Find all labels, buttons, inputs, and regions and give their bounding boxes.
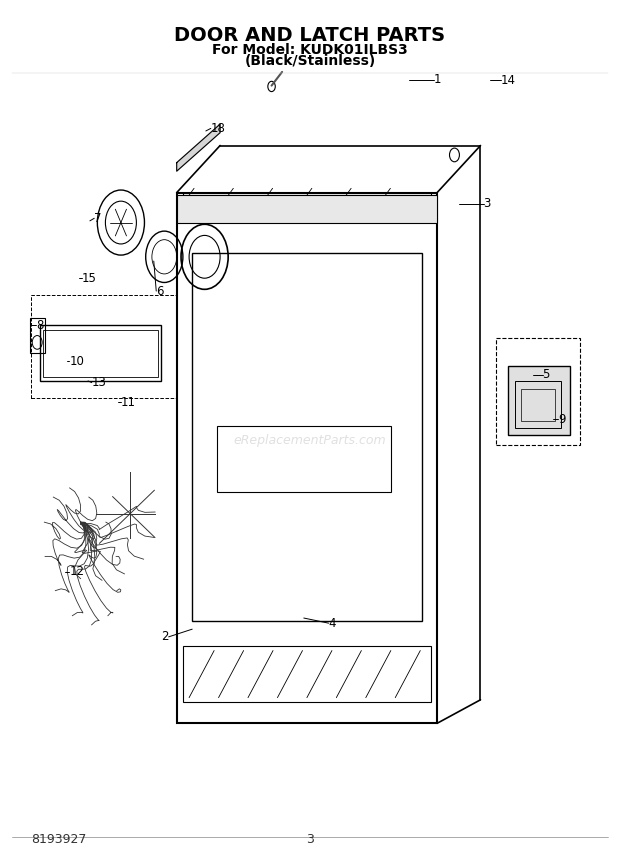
Text: 3: 3 <box>484 197 491 211</box>
Text: (Black/Stainless): (Black/Stainless) <box>244 54 376 68</box>
Bar <box>496 338 580 445</box>
Text: 2: 2 <box>161 630 169 644</box>
Text: DOOR AND LATCH PARTS: DOOR AND LATCH PARTS <box>174 27 446 45</box>
Bar <box>521 389 555 421</box>
Text: 12: 12 <box>69 565 84 579</box>
Text: 4: 4 <box>329 616 336 630</box>
Text: 6: 6 <box>156 284 164 298</box>
Bar <box>192 253 422 621</box>
Text: 7: 7 <box>94 211 102 225</box>
Bar <box>217 425 391 491</box>
Text: 8: 8 <box>36 318 43 332</box>
Bar <box>183 193 431 210</box>
Text: 14: 14 <box>501 74 516 87</box>
Bar <box>43 330 158 377</box>
Bar <box>515 381 561 428</box>
Bar <box>31 295 177 398</box>
Text: 10: 10 <box>69 354 84 368</box>
Bar <box>508 366 570 435</box>
Text: 18: 18 <box>211 122 226 135</box>
Text: 5: 5 <box>542 368 550 382</box>
Bar <box>177 195 437 223</box>
Polygon shape <box>177 124 220 171</box>
Text: 9: 9 <box>558 413 565 426</box>
Bar <box>30 318 45 353</box>
Text: 15: 15 <box>82 271 97 285</box>
Text: For Model: KUDK01ILBS3: For Model: KUDK01ILBS3 <box>212 43 408 56</box>
Text: 8193927: 8193927 <box>31 833 86 846</box>
Bar <box>177 193 437 723</box>
Bar <box>40 325 161 381</box>
Text: 13: 13 <box>92 376 107 389</box>
Text: 11: 11 <box>121 395 136 409</box>
Text: eReplacementParts.com: eReplacementParts.com <box>234 434 386 448</box>
Bar <box>183 646 431 702</box>
Text: 1: 1 <box>434 73 441 86</box>
Text: 3: 3 <box>306 833 314 846</box>
